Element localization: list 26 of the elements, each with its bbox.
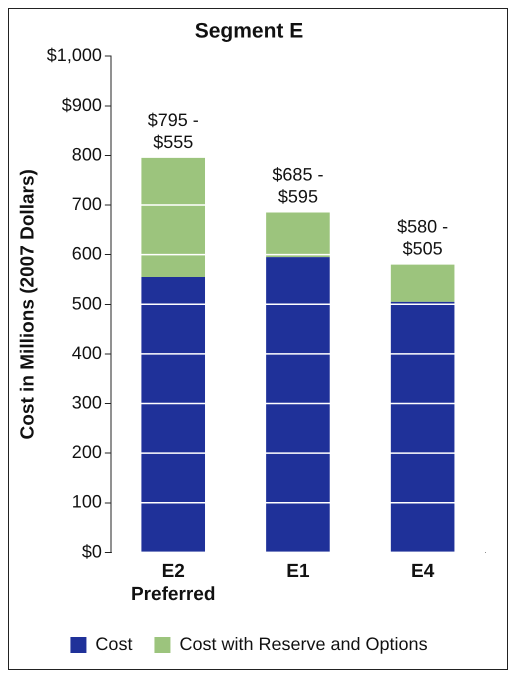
y-tick-label: $900 [62, 94, 102, 115]
x-tick-label: E2 Preferred [130, 561, 216, 605]
y-tick-label: 700 [72, 194, 102, 214]
total-label: $580 - $505 [397, 216, 448, 259]
chart-title: Segment E [194, 19, 304, 42]
x-tick-label: E1 [286, 561, 310, 582]
y-tick-label: 800 [72, 144, 102, 164]
y-axis-title: Cost in Millions (2007 Dollars) [18, 169, 39, 440]
y-tick-label: $1,000 [46, 45, 102, 66]
total-label: $795 - $555 [148, 110, 199, 152]
y-tick-label: 600 [72, 244, 102, 264]
y-tick-label: $0 [82, 541, 102, 562]
bar [390, 264, 454, 302]
x-tick-label: E4 [411, 561, 435, 582]
y-tick-label: 500 [72, 293, 102, 314]
bar [390, 302, 454, 552]
y-tick-label: 300 [72, 392, 102, 413]
y-tick-label: 200 [72, 442, 102, 462]
y-tick-label: 100 [72, 492, 102, 512]
bar [141, 158, 206, 278]
total-label: $685 - $595 [272, 164, 324, 206]
bar [266, 212, 330, 258]
y-tick-label: 400 [72, 342, 102, 363]
legend-label: Cost [95, 634, 132, 654]
bar [141, 277, 206, 552]
bar [266, 257, 330, 552]
